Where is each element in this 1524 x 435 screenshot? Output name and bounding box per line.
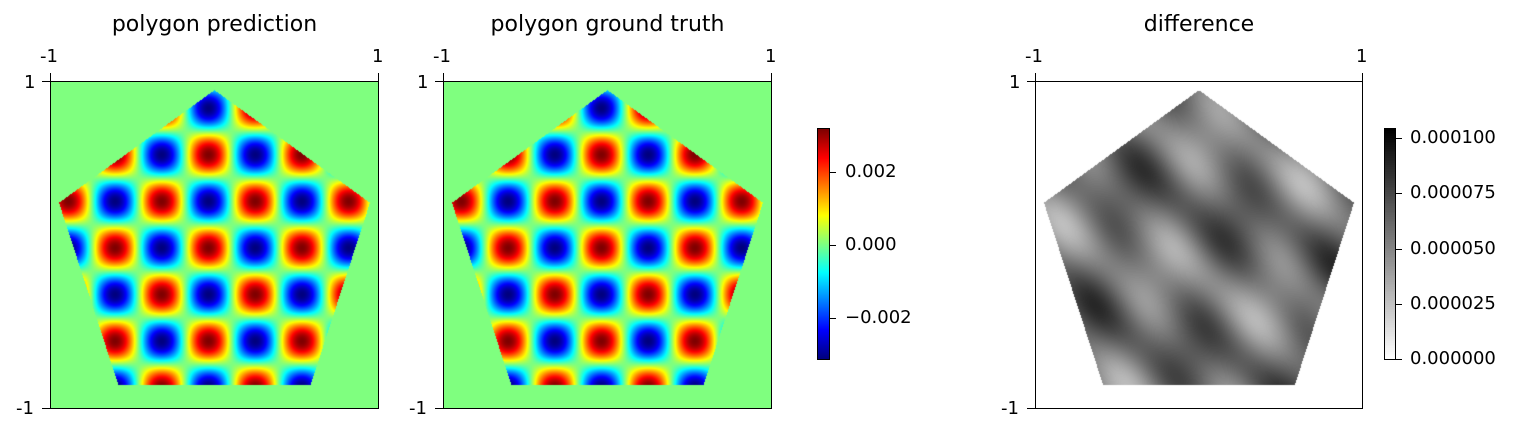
colorbar-jet-gradient	[818, 129, 829, 359]
panel3-title: difference	[1143, 12, 1255, 37]
colorbar-jet-tickmark-2	[830, 245, 836, 246]
panel3-xtickmark-left	[1035, 73, 1036, 81]
colorbar-gray-gradient	[1385, 129, 1395, 359]
panel1-xtickmark-left	[50, 73, 51, 81]
panel2-xtickmark-right	[771, 73, 772, 81]
panel2-xtick-right: 1	[765, 46, 777, 67]
colorbar-gray-label-1: 0.000100	[1410, 127, 1496, 148]
panel3-ytick-bottom: -1	[1001, 398, 1019, 419]
colorbar-gray-tickmark-3	[1396, 249, 1402, 250]
panel1-title: polygon prediction	[111, 12, 318, 37]
colorbar-gray-tickmark-1	[1396, 138, 1402, 139]
panel2-ytickmark-top	[435, 81, 443, 82]
panel1-ytickmark-top	[42, 81, 50, 82]
panel3-ytick-top: 1	[1009, 72, 1021, 93]
colorbar-jet-tickmark-3	[830, 318, 836, 319]
colorbar-jet-label-1: 0.002	[845, 161, 897, 182]
colorbar-gray-label-2: 0.000075	[1410, 182, 1496, 203]
colorbar-gray-tickmark-4	[1396, 304, 1402, 305]
panel3-ytickmark-bottom	[1027, 408, 1035, 409]
panel2-xtick-left: -1	[433, 46, 451, 67]
panel3-xtickmark-right	[1362, 73, 1363, 81]
colorbar-jet-label-3: −0.002	[845, 307, 912, 328]
panel1-xtick-left: -1	[40, 46, 58, 67]
colorbar-jet-label-2: 0.000	[845, 234, 897, 255]
panel3-xtick-right: 1	[1356, 46, 1368, 67]
colorbar-jet-tickmark-1	[830, 172, 836, 173]
panel1-xtickmark-right	[378, 73, 379, 81]
prediction-field	[51, 82, 378, 408]
ground-truth-field	[444, 82, 771, 408]
panel2-xtickmark-left	[443, 73, 444, 81]
colorbar-gray-label-5: 0.000000	[1410, 348, 1496, 369]
colorbar-gray-label-3: 0.000050	[1410, 238, 1496, 259]
panel1-ytick-top: 1	[24, 72, 36, 93]
colorbar-gray-tickmark-5	[1396, 359, 1402, 360]
panel2-title: polygon ground truth	[490, 12, 725, 37]
colorbar-jet	[817, 128, 830, 360]
colorbar-gray-label-4: 0.000025	[1410, 293, 1496, 314]
panel3-xtick-left: -1	[1025, 46, 1043, 67]
panel3-heatmap	[1035, 81, 1363, 409]
panel2-ytickmark-bottom	[435, 408, 443, 409]
panel1-ytick-bottom: -1	[16, 398, 34, 419]
panel1-heatmap	[50, 81, 379, 409]
panel2-heatmap	[443, 81, 772, 409]
colorbar-gray-tickmark-2	[1396, 193, 1402, 194]
panel1-xtick-right: 1	[372, 46, 384, 67]
panel3-ytickmark-top	[1027, 81, 1035, 82]
colorbar-gray	[1384, 128, 1396, 360]
panel2-ytick-top: 1	[417, 72, 429, 93]
difference-field	[1036, 82, 1362, 408]
panel1-ytickmark-bottom	[42, 408, 50, 409]
panel2-ytick-bottom: -1	[409, 398, 427, 419]
